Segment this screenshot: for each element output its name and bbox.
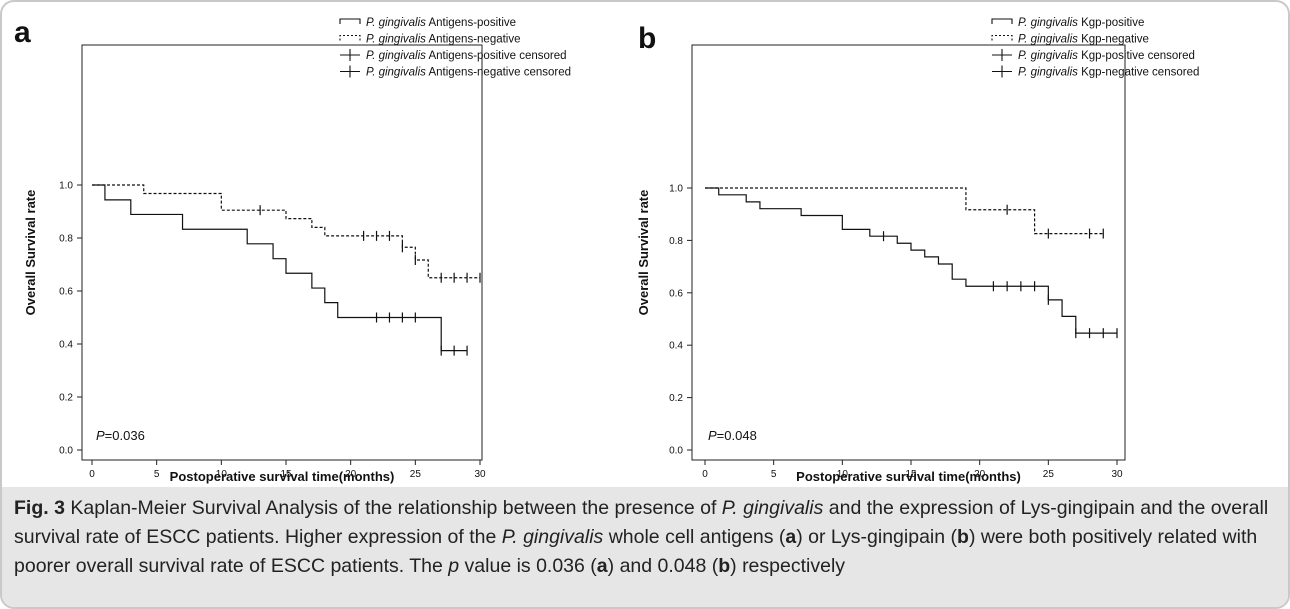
y-tick-label: 0.2 (669, 393, 683, 404)
x-tick-label: 20 (345, 469, 357, 480)
x-tick-label: 5 (154, 469, 160, 480)
y-axis-label: Overall Survival rate (23, 190, 38, 316)
y-axis-label: Overall Survival rate (636, 190, 651, 316)
caption-bold: b (957, 526, 969, 548)
caption-line-1: Fig. 3 Kaplan-Meier Survival Analysis of… (14, 494, 1276, 523)
legend-entry: P. gingivalis Antigens-positive censored (366, 50, 567, 62)
panel-label: a (14, 16, 31, 49)
legend-swatch-solid (339, 18, 361, 24)
x-tick-label: 5 (771, 469, 777, 480)
x-tick-label: 0 (702, 469, 708, 480)
legend-entry: P. gingivalis Kgp-positive censored (1018, 50, 1195, 62)
p-value-annotation: P=0.036 (96, 428, 145, 443)
p-value-annotation: P=0.048 (708, 428, 757, 443)
x-tick-label: 30 (1111, 469, 1123, 480)
legend-species: P. gingivalis (1018, 34, 1078, 46)
x-tick-label: 20 (974, 469, 986, 480)
x-tick-label: 10 (837, 469, 849, 480)
survival-curve-solid (92, 184, 468, 352)
y-tick-label: 1.0 (669, 184, 683, 195)
caption-line-2: survival rate of ESCC patients. Higher e… (14, 523, 1276, 552)
caption-text: ) respectively (730, 555, 846, 577)
x-tick-label: 10 (216, 469, 228, 480)
y-tick-label: 0.0 (59, 446, 73, 457)
x-tick-label: 15 (280, 469, 292, 480)
caption-text: and the expression of Lys-gingipain and … (823, 497, 1269, 519)
x-tick-label: 15 (905, 469, 917, 480)
legend-species: P. gingivalis (366, 67, 426, 79)
caption-text: ) or Lys-gingipain ( (796, 526, 958, 548)
y-tick-label: 0.4 (669, 341, 683, 352)
figure-canvas: a 0.0 0.2 0.4 0.6 0.8 1.0 0 5 10 15 20 25 30 Postopera… (14, 16, 1199, 484)
y-tick-label: 0.6 (669, 288, 683, 299)
caption-text: ) were both positively related with (968, 526, 1258, 548)
x-tick-label: 25 (1043, 469, 1055, 480)
legend-entry: P. gingivalis Antigens-negative censored (366, 67, 571, 79)
legend-species: P. gingivalis (1018, 17, 1078, 29)
legend-swatch-dashed (339, 34, 361, 41)
p-value-number: =0.048 (717, 428, 757, 443)
plot-frame (81, 44, 483, 461)
x-axis-label: Postoperative survival time(months) (796, 469, 1021, 484)
p-value-symbol: P (708, 428, 717, 443)
survival-curve-dashed (92, 184, 480, 279)
caption-italic: p (448, 555, 460, 577)
caption-line-3: poorer overall survival rate of ESCC pat… (14, 552, 1276, 581)
legend-group: Antigens-negative (426, 34, 521, 46)
caption-bold: b (718, 555, 731, 577)
survival-curve-solid (705, 187, 1117, 334)
legend-species: P. gingivalis (366, 50, 426, 62)
caption-text: survival rate of ESCC patients. Higher e… (14, 526, 502, 548)
p-value-number: =0.036 (105, 428, 145, 443)
legend-group: Kgp-positive censored (1078, 50, 1195, 62)
legend-species: P. gingivalis (1018, 67, 1078, 79)
legend-group: Kgp-positive (1078, 17, 1144, 29)
legend-entry: P. gingivalis Antigens-positive (366, 17, 516, 29)
survival-curve-dashed (705, 187, 1104, 235)
caption-text: poorer overall survival rate of ESCC pat… (14, 555, 449, 577)
legend-entry: P. gingivalis Kgp-negative (1018, 34, 1149, 46)
y-tick-label: 0.6 (59, 287, 73, 298)
caption-fig-label: Fig. 3 (14, 497, 65, 519)
legend-species: P. gingivalis (1018, 50, 1078, 62)
figure-caption: Fig. 3 Kaplan-Meier Survival Analysis of… (14, 494, 1276, 581)
legend-group: Antigens-negative censored (426, 67, 571, 79)
y-tick-label: 0.8 (669, 236, 683, 247)
caption-text: whole cell antigens ( (603, 526, 786, 548)
caption-italic: P. gingivalis (501, 526, 604, 548)
caption-bold: a (785, 526, 797, 548)
legend-swatch-solid (991, 18, 1013, 24)
caption-text: value is 0.036 ( (459, 555, 597, 577)
legend-species: P. gingivalis (366, 34, 426, 46)
legend-entry: P. gingivalis Antigens-negative (366, 34, 521, 46)
x-tick-label: 30 (474, 469, 486, 480)
y-tick-label: 0.8 (59, 234, 73, 245)
legend-species: P. gingivalis (366, 17, 426, 29)
y-tick-label: 0.0 (669, 446, 683, 457)
caption-background (2, 487, 1288, 607)
chart-panel-a: a 0.0 0.2 0.4 0.6 0.8 1.0 0 5 10 15 20 25 30 Postopera… (14, 16, 571, 484)
panel-label: b (638, 22, 656, 55)
legend-group: Kgp-negative censored (1078, 67, 1199, 79)
y-tick-label: 0.4 (59, 340, 73, 351)
legend-swatch-dashed (991, 34, 1013, 41)
caption-text: Kaplan-Meier Survival Analysis of the re… (64, 497, 722, 519)
x-axis-label: Postoperative survival time(months) (170, 469, 395, 484)
p-value-symbol: P (96, 428, 105, 443)
legend-entry: P. gingivalis Kgp-negative censored (1018, 67, 1199, 79)
caption-text: ) and 0.048 ( (607, 555, 719, 577)
caption-italic: P. gingivalis (721, 497, 824, 519)
chart-panel-b: b 0.0 0.2 0.4 0.6 0.8 1.0 0 5 10 15 20 25 30 Postopera… (636, 17, 1199, 484)
legend-group: Kgp-negative (1078, 34, 1149, 46)
caption-bold: a (596, 555, 608, 577)
y-tick-label: 0.2 (59, 393, 73, 404)
legend-group: Antigens-positive censored (426, 50, 567, 62)
legend-entry: P. gingivalis Kgp-positive (1018, 17, 1144, 29)
x-tick-label: 25 (410, 469, 422, 480)
plot-frame (691, 44, 1126, 461)
x-tick-label: 0 (89, 469, 95, 480)
legend-group: Antigens-positive (426, 17, 516, 29)
y-tick-label: 1.0 (59, 181, 73, 192)
